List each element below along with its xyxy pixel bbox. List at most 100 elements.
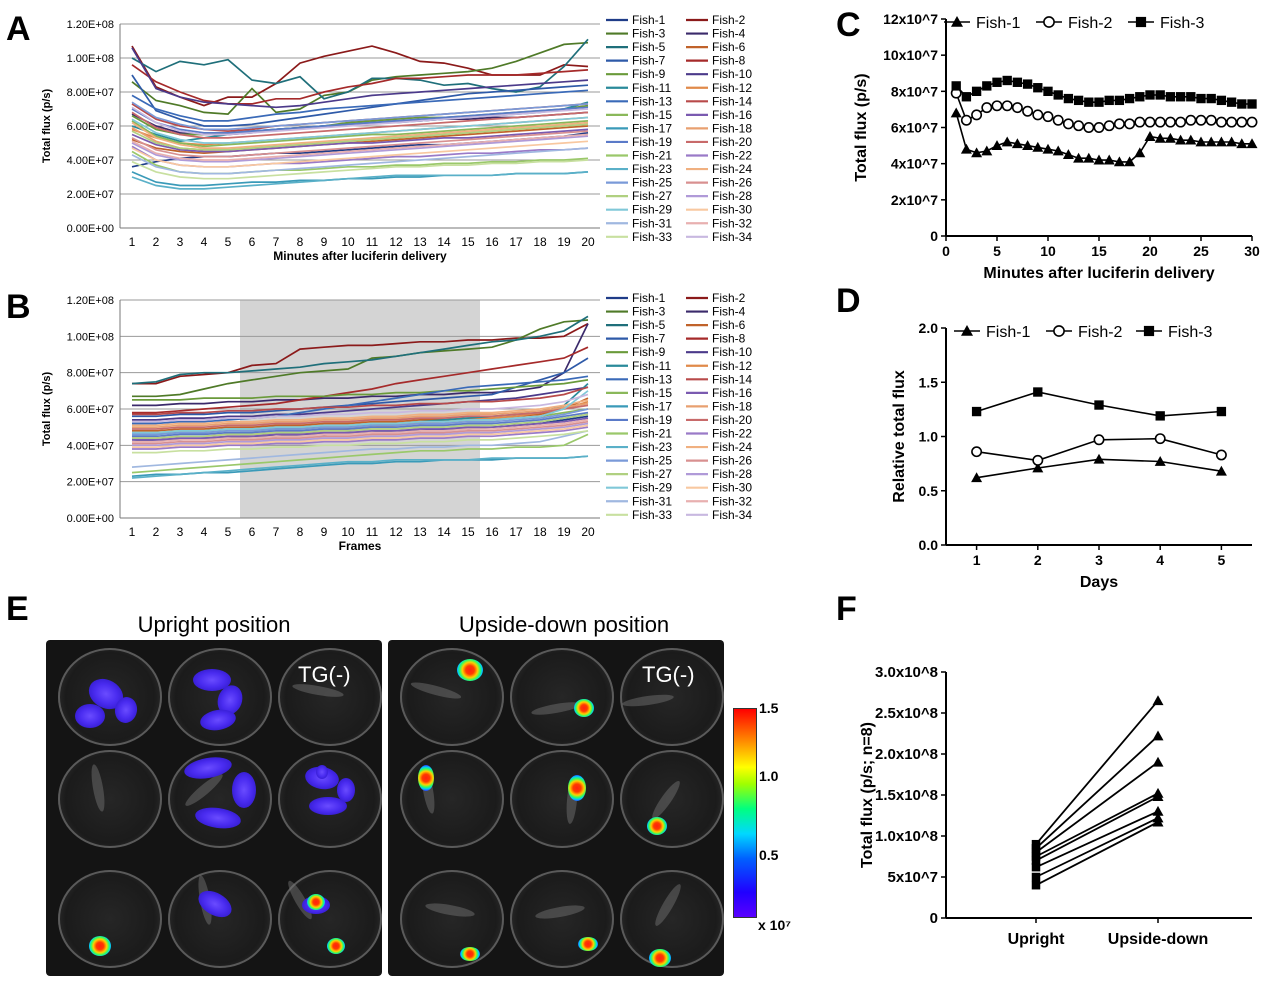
data-point — [1144, 116, 1156, 128]
x-tick-label: 16 — [485, 235, 499, 249]
x-tick-label: 18 — [533, 235, 547, 249]
legend-label: Fish-21 — [632, 149, 672, 163]
series-line — [131, 123, 589, 151]
data-point — [1113, 118, 1125, 130]
data-point — [1144, 131, 1156, 141]
series-line — [131, 140, 589, 168]
legend-label: Fish-23 — [632, 440, 672, 454]
data-point — [971, 147, 983, 158]
x-tick-label: 5 — [225, 235, 232, 249]
data-point — [1032, 462, 1044, 473]
data-point — [1042, 111, 1054, 123]
data-point — [1083, 122, 1095, 133]
legend-label: Fish-32 — [712, 494, 752, 508]
well — [168, 870, 272, 968]
data-point — [1226, 97, 1237, 107]
colorbar — [733, 708, 757, 918]
data-point — [971, 406, 982, 417]
series-line — [131, 116, 589, 144]
pair-line — [1035, 792, 1159, 858]
data-point — [1113, 156, 1125, 167]
data-point — [1063, 93, 1074, 104]
data-point — [1206, 93, 1216, 104]
x-tick-label: 6 — [249, 235, 256, 249]
series-line — [131, 147, 589, 175]
series-line — [131, 121, 589, 149]
legend-label: Fish-23 — [632, 162, 672, 176]
hot-signal — [457, 659, 483, 681]
data-point — [1164, 116, 1176, 128]
y-tick-label: 12x10^7 — [883, 11, 938, 27]
y-tick-label: 8.00E+07 — [67, 87, 114, 99]
y-tick-label: 6.00E+07 — [67, 121, 114, 133]
pair-line — [1035, 761, 1159, 854]
well — [510, 750, 614, 848]
legend-label: Fish-26 — [712, 454, 752, 468]
x-tick-label: 15 — [461, 235, 475, 249]
data-point — [1175, 116, 1187, 128]
legend-label: Fish-17 — [632, 121, 672, 135]
legend-label: Fish-6 — [712, 318, 746, 332]
data-point — [982, 81, 992, 91]
x-tick-label: 10 — [341, 525, 355, 539]
x-tick-label: 13 — [413, 525, 427, 539]
x-tick-label: 5 — [993, 243, 1001, 259]
y-tick-label: 2.00E+07 — [67, 189, 114, 201]
y-tick-label: 8.00E+07 — [67, 368, 114, 380]
y-tick-label: 8x10^7 — [891, 83, 938, 99]
signal-blob — [316, 765, 328, 779]
data-point — [960, 114, 972, 126]
series-line — [131, 135, 589, 163]
y-tick-label: 5x10^7 — [888, 869, 938, 886]
y-axis-label: Relative total flux — [891, 370, 908, 503]
upright-point — [1031, 880, 1041, 890]
panel-letter-d: D — [836, 282, 861, 320]
x-tick-label: 10 — [1040, 243, 1056, 259]
data-point — [991, 140, 1003, 150]
legend-label: Fish-4 — [712, 305, 746, 319]
legend-label: Fish-8 — [712, 332, 746, 346]
series-line — [131, 89, 589, 122]
legend-label: Fish-8 — [712, 54, 746, 68]
y-tick-label: 1.5x10^8 — [875, 787, 938, 804]
x-tick-label: 7 — [273, 525, 280, 539]
data-point — [1185, 134, 1197, 145]
x-tick-label: 10 — [341, 235, 355, 249]
data-point — [1093, 434, 1105, 446]
hot-signal — [327, 938, 345, 954]
pair-line — [1035, 795, 1159, 862]
series-line — [131, 41, 589, 115]
legend-label: Fish-30 — [712, 203, 752, 217]
x-tick-label: 7 — [273, 235, 280, 249]
legend-marker — [1043, 16, 1055, 28]
hot-signal — [647, 817, 667, 835]
data-point — [1154, 132, 1166, 143]
data-point — [1073, 152, 1085, 163]
legend-label: Fish-3 — [1168, 324, 1213, 341]
upsidedown-point — [1152, 816, 1164, 827]
panel-letter-a: A — [6, 10, 31, 48]
panel-letter-f: F — [836, 590, 857, 628]
well — [58, 750, 162, 848]
data-point — [1195, 114, 1207, 126]
legend-label: Fish-3 — [632, 27, 666, 41]
upsidedown-point — [1152, 695, 1164, 706]
legend-marker — [1143, 325, 1155, 337]
x-tick-label: 4 — [201, 525, 208, 539]
data-point — [1032, 109, 1044, 121]
data-point — [1226, 136, 1238, 147]
legend-label: Fish-20 — [712, 135, 752, 149]
data-point — [1155, 411, 1165, 421]
colorbar-tick-label: 1.0 — [759, 768, 779, 784]
data-point — [1094, 97, 1104, 107]
data-point — [1164, 132, 1176, 143]
x-tick-label: 1 — [973, 552, 981, 568]
pair-line — [1035, 700, 1159, 845]
data-point — [1215, 465, 1227, 476]
y-tick-label: 0 — [930, 228, 938, 244]
y-axis-label: Total flux (p/s) — [41, 371, 53, 446]
hot-signal — [649, 949, 671, 967]
data-point — [1094, 400, 1104, 410]
x-tick-label: 20 — [1142, 243, 1158, 259]
y-tick-label: 2.00E+07 — [67, 477, 114, 489]
